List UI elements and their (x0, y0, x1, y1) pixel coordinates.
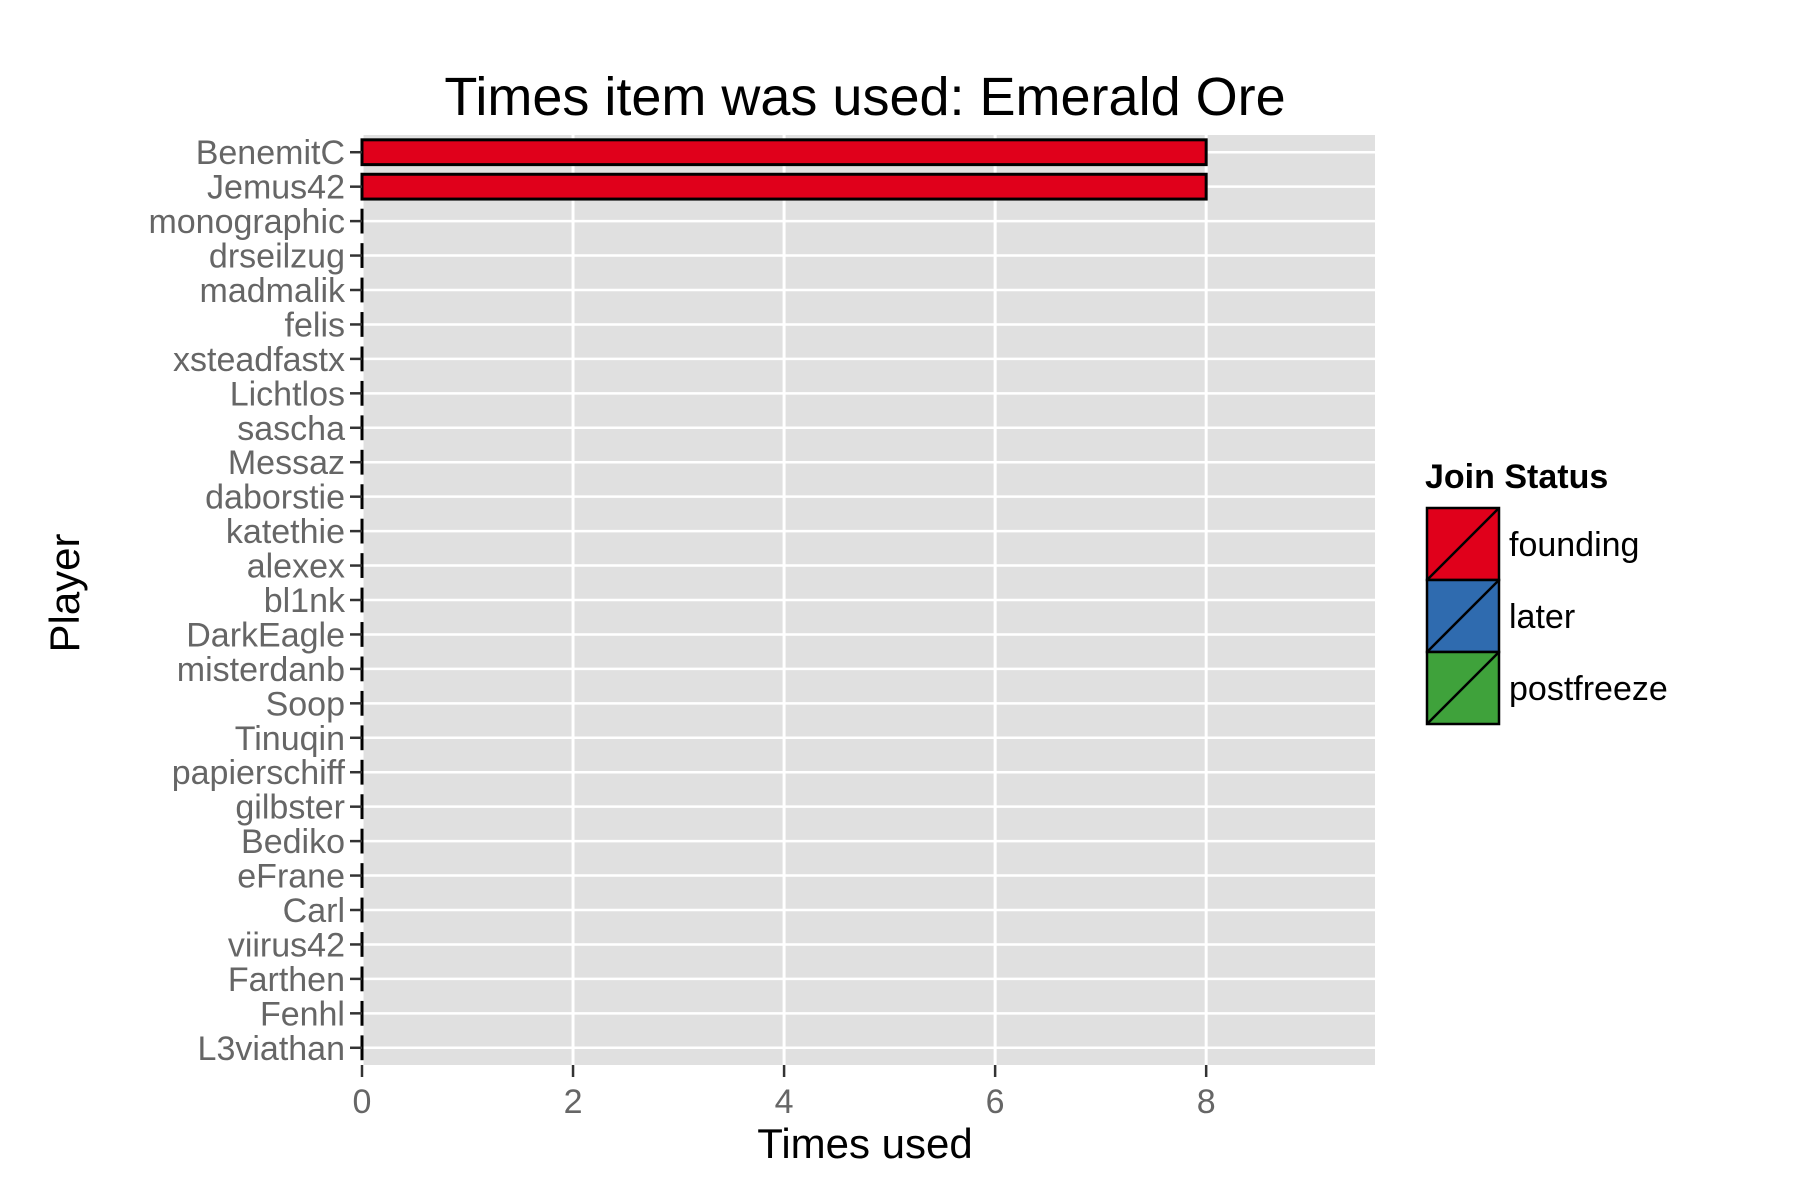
legend-label-later: later (1509, 598, 1575, 636)
y-tick-label: Lichtlos (230, 375, 345, 413)
y-tick-label: L3viathan (198, 1030, 345, 1068)
legend: Join Status founding later postfreeze (1425, 458, 1668, 726)
y-tick-label: daborstie (205, 479, 345, 517)
y-axis: BenemitCJemus42monographicdrseilzugmadma… (148, 134, 362, 1068)
y-tick-label: felis (285, 306, 345, 344)
x-axis: 0 2 4 6 8 (353, 1065, 1216, 1121)
bar (360, 172, 1208, 201)
x-tick-label: 0 (353, 1083, 372, 1121)
y-tick-label: monographic (148, 203, 345, 241)
y-tick-label: viirus42 (228, 926, 345, 964)
y-tick-label: bl1nk (264, 582, 346, 620)
y-tick-label: Jemus42 (207, 169, 345, 207)
y-tick-label: xsteadfastx (173, 341, 345, 379)
x-tick-label: 6 (986, 1083, 1005, 1121)
y-tick-label: Fenhl (260, 995, 345, 1033)
y-tick-label: Messaz (228, 444, 345, 482)
y-tick-label: BenemitC (196, 134, 345, 172)
bar (360, 138, 1208, 167)
legend-title: Join Status (1425, 458, 1608, 496)
plot-panel (360, 135, 1375, 1065)
bars (360, 138, 1208, 1061)
legend-key-slash (1426, 579, 1500, 653)
y-axis-title: Player (41, 533, 88, 652)
y-tick-label: misterdanb (177, 651, 345, 689)
y-tick-label: Bediko (241, 823, 345, 861)
legend-key-slash (1426, 507, 1500, 581)
legend-key-slash (1426, 651, 1500, 725)
legend-label-founding: founding (1509, 526, 1639, 564)
y-tick-label: Carl (283, 892, 345, 930)
y-tick-label: katethie (226, 513, 345, 551)
chart-title: Times item was used: Emerald Ore (444, 67, 1285, 127)
y-tick-label: eFrane (237, 858, 345, 896)
x-tick-label: 2 (564, 1083, 583, 1121)
y-tick-label: alexex (247, 548, 345, 586)
y-tick-label: Tinuqin (235, 720, 345, 758)
x-axis-title: Times used (757, 1120, 973, 1167)
y-tick-label: DarkEagle (186, 616, 345, 654)
y-tick-label: sascha (237, 410, 345, 448)
y-tick-label: papierschiff (172, 754, 346, 792)
y-tick-label: Farthen (228, 961, 345, 999)
x-tick-label: 8 (1197, 1083, 1216, 1121)
y-tick-label: madmalik (200, 272, 346, 310)
x-tick-label: 4 (775, 1083, 794, 1121)
legend-label-postfreeze: postfreeze (1509, 670, 1668, 708)
y-tick-label: Soop (266, 685, 345, 723)
y-tick-label: gilbster (235, 789, 345, 827)
y-tick-label: drseilzug (209, 238, 345, 276)
